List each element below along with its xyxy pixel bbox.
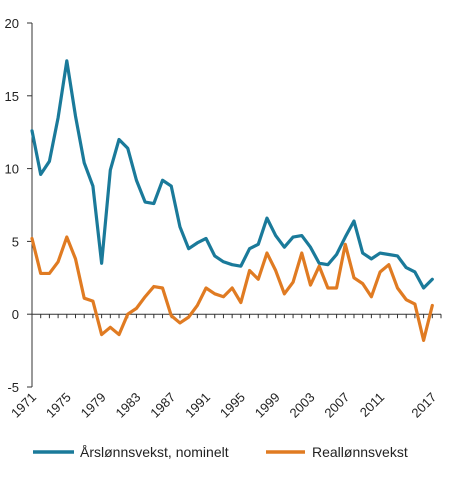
y-tick-label: 15 [5, 89, 19, 104]
x-tick-label: 2007 [321, 390, 352, 421]
legend: Årslønnsvekst, nominelt Reallønnsvekst [33, 444, 408, 460]
legend-label-2: Reallønnsvekst [312, 444, 408, 460]
y-tick-label: -5 [7, 380, 19, 395]
y-tick-label: 0 [12, 307, 19, 322]
series-line-2 [30, 235, 434, 343]
x-tick-label: 1983 [112, 390, 143, 421]
y-tick-labels: 20 15 10 5 0 -5 [5, 16, 19, 395]
y-tick-label: 5 [12, 234, 19, 249]
x-tick-labels: 1971 1975 1979 1983 1987 1991 1995 1999 2003 2007… [8, 390, 439, 421]
series-lines [30, 59, 434, 343]
y-tick-label: 20 [5, 16, 19, 31]
x-tick-label: 1991 [182, 390, 213, 421]
x-tick-label: 2011 [357, 390, 387, 420]
x-tick-label: 1979 [78, 390, 109, 421]
chart-axes [27, 22, 442, 388]
series-line-1 [30, 59, 434, 290]
x-tick-label: 2003 [287, 390, 318, 421]
x-tick-label: 2017 [408, 390, 439, 421]
y-tick-label: 10 [5, 162, 19, 177]
x-tick-label: 1975 [43, 390, 74, 421]
x-tick-label: 1999 [252, 390, 283, 421]
legend-label-1: Årslønnsvekst, nominelt [80, 444, 229, 460]
x-tick-label: 1995 [217, 390, 248, 421]
x-tick-label: 1987 [147, 390, 178, 421]
